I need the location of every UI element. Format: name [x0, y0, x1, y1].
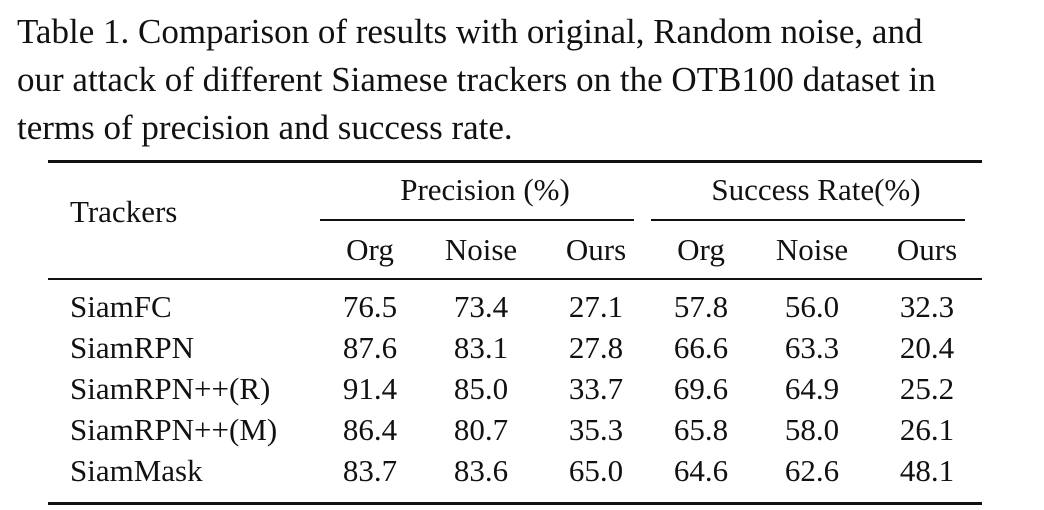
table-cell: 57.8: [673, 289, 729, 324]
table-cell: 48.1: [899, 453, 955, 488]
table-cell: 62.6: [784, 453, 840, 488]
table-mid-rule: [48, 278, 982, 280]
table-caption: Table 1. Comparison of results with orig…: [17, 8, 1032, 152]
table-cell: 26.1: [899, 412, 955, 447]
table-cell: 73.4: [453, 289, 509, 324]
table-cell: 32.3: [899, 289, 955, 324]
table-bottom-rule: [48, 502, 982, 505]
table-cell: 83.7: [342, 453, 398, 488]
caption-line-2: our attack of different Siamese trackers…: [17, 60, 936, 99]
table-top-rule: [48, 160, 982, 163]
table-cell: 91.4: [342, 371, 398, 406]
row-header-trackers: Trackers: [70, 194, 178, 229]
table-cell: 25.2: [899, 371, 955, 406]
table-cell: 80.7: [453, 412, 509, 447]
precision-cmidrule: [320, 219, 634, 221]
caption-line-3: terms of precision and success rate.: [17, 108, 513, 147]
subheader-precision-noise: Noise: [444, 232, 518, 267]
table-cell: 58.0: [784, 412, 840, 447]
group-header-precision: Precision (%): [400, 172, 570, 207]
subheader-precision-ours: Ours: [565, 232, 627, 267]
row-name-siamfc: SiamFC: [70, 289, 172, 324]
table-cell: 87.6: [342, 330, 398, 365]
table-cell: 85.0: [453, 371, 509, 406]
table-cell: 65.0: [568, 453, 624, 488]
table-cell: 76.5: [342, 289, 398, 324]
table-cell: 69.6: [673, 371, 729, 406]
table-cell: 64.6: [673, 453, 729, 488]
table-cell: 56.0: [784, 289, 840, 324]
table-cell: 64.9: [784, 371, 840, 406]
row-name-siamrpnpp-r: SiamRPN++(R): [70, 371, 271, 406]
row-name-siamrpn: SiamRPN: [70, 330, 195, 365]
table-cell: 63.3: [784, 330, 840, 365]
table-cell: 27.1: [568, 289, 624, 324]
table-cell: 83.6: [453, 453, 509, 488]
subheader-success-ours: Ours: [896, 232, 958, 267]
table-cell: 86.4: [342, 412, 398, 447]
row-name-siamrpnpp-m: SiamRPN++(M): [70, 412, 278, 447]
table-cell: 65.8: [673, 412, 729, 447]
table-cell: 35.3: [568, 412, 624, 447]
subheader-precision-org: Org: [346, 232, 394, 267]
table-cell: 83.1: [453, 330, 509, 365]
group-header-success-rate: Success Rate(%): [711, 172, 921, 207]
table-cell: 66.6: [673, 330, 729, 365]
table-cell: 20.4: [899, 330, 955, 365]
row-name-siammask: SiamMask: [70, 453, 203, 488]
table-cell: 33.7: [568, 371, 624, 406]
table-cell: 27.8: [568, 330, 624, 365]
subheader-success-noise: Noise: [775, 232, 849, 267]
caption-line-1: Table 1. Comparison of results with orig…: [17, 12, 923, 51]
success-rate-cmidrule: [651, 219, 965, 221]
subheader-success-org: Org: [677, 232, 725, 267]
